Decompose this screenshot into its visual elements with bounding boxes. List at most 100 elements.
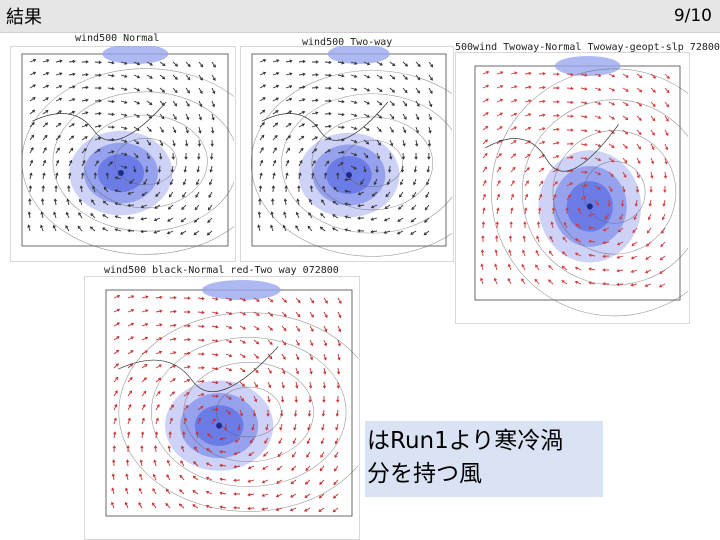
- wind-arrow: [138, 502, 143, 509]
- wind-arrow: [645, 269, 652, 274]
- wind-arrow: [285, 147, 290, 154]
- wind-arrow: [608, 157, 614, 163]
- wind-arrow: [211, 418, 216, 425]
- wind-arrow: [208, 191, 213, 198]
- wind-arrow: [510, 99, 517, 103]
- wind-arrow: [413, 178, 417, 185]
- wind-arrow: [281, 367, 285, 374]
- wind-arrow: [509, 235, 512, 243]
- wind-arrow: [509, 250, 512, 257]
- wind-arrow: [183, 379, 190, 383]
- wind-map-twoway: [250, 46, 452, 257]
- wind-arrow: [197, 380, 204, 383]
- wind-arrow: [29, 173, 32, 180]
- wind-arrow: [253, 353, 259, 359]
- wind-arrow: [510, 194, 514, 201]
- caption-box: はRun1より寒冷渦 分を持つ風: [365, 421, 603, 497]
- wind-arrow: [324, 125, 331, 128]
- wind-arrow: [324, 172, 327, 180]
- wind-arrow: [225, 409, 231, 415]
- wind-arrow: [311, 124, 318, 128]
- wind-arrow: [197, 406, 204, 411]
- wind-arrow: [259, 122, 265, 128]
- wind-arrow: [42, 122, 48, 128]
- wind-arrow: [389, 113, 395, 119]
- wind-arrow: [578, 208, 582, 215]
- wind-arrow: [279, 423, 283, 430]
- wind-arrow: [267, 297, 273, 303]
- wind-arrow: [538, 100, 545, 103]
- wind-arrow: [94, 112, 102, 115]
- wind-arrow: [323, 325, 328, 332]
- wind-arrow: [81, 172, 84, 180]
- wind-arrow: [272, 147, 277, 154]
- wind-arrow: [81, 160, 86, 167]
- wind-arrow: [206, 477, 213, 481]
- wind-arrow: [259, 147, 264, 154]
- wind-arrow: [262, 507, 269, 510]
- wind-arrow: [53, 225, 57, 232]
- wind-arrow: [631, 241, 638, 246]
- wind-arrow: [141, 309, 148, 313]
- wind-arrow: [311, 160, 316, 167]
- wind-arrow: [209, 178, 213, 185]
- wind-arrow: [103, 187, 109, 193]
- wind-arrow: [376, 87, 383, 92]
- wind-arrow: [155, 337, 162, 341]
- wind-arrow: [107, 100, 115, 103]
- wind-arrow: [363, 100, 370, 105]
- wind-arrow: [253, 395, 257, 402]
- wind-arrow: [78, 212, 83, 219]
- wind-arrow: [276, 507, 283, 511]
- wind-arrow: [198, 113, 202, 120]
- wind-arrow: [155, 351, 162, 355]
- wind-arrow: [309, 199, 313, 206]
- wind-arrow: [307, 423, 311, 430]
- wind-arrow: [169, 310, 177, 313]
- wind-arrow: [68, 148, 74, 154]
- wind-arrow: [291, 465, 297, 471]
- wind-arrow: [267, 353, 273, 359]
- wind-arrow: [293, 423, 297, 430]
- wind-arrow: [262, 493, 269, 497]
- wind-arrow: [594, 129, 601, 133]
- wind-arrow: [664, 101, 669, 108]
- wind-arrow: [400, 178, 404, 185]
- wind-arrow: [535, 264, 540, 271]
- wind-arrow: [337, 100, 344, 103]
- wind-arrow: [389, 165, 391, 173]
- wind-arrow: [155, 431, 158, 439]
- wind-arrow: [208, 204, 213, 211]
- wind-arrow: [524, 167, 530, 173]
- wind-arrow: [29, 71, 36, 76]
- wind-arrow: [194, 204, 200, 210]
- wind-arrow: [552, 194, 557, 201]
- wind-arrow: [659, 269, 666, 274]
- wind-arrow: [594, 143, 601, 147]
- wind-arrow: [510, 153, 516, 159]
- wind-arrow: [169, 338, 176, 341]
- wind-arrow: [608, 185, 613, 192]
- wind-arrow: [663, 199, 666, 206]
- wind-arrow: [566, 87, 574, 90]
- wind-arrow: [159, 74, 165, 80]
- wind-arrow: [113, 322, 120, 327]
- wind-arrow: [389, 61, 396, 66]
- wind-arrow: [94, 160, 99, 167]
- wind-arrow: [285, 173, 288, 180]
- wind-arrow: [28, 212, 31, 219]
- wind-arrow: [594, 115, 601, 119]
- wind-arrow: [167, 217, 174, 222]
- wind-arrow: [271, 212, 274, 219]
- wind-arrow: [508, 264, 512, 271]
- wind-arrow: [68, 173, 71, 180]
- wind-arrow: [225, 395, 232, 400]
- wind-arrow: [320, 226, 326, 232]
- wind-arrow: [133, 87, 140, 92]
- wind-arrow: [562, 237, 568, 243]
- wind-arrow: [589, 268, 596, 271]
- wind-arrow: [304, 493, 311, 498]
- wind-arrow: [428, 100, 432, 107]
- wind-arrow: [42, 173, 45, 180]
- wind-arrow: [333, 493, 339, 499]
